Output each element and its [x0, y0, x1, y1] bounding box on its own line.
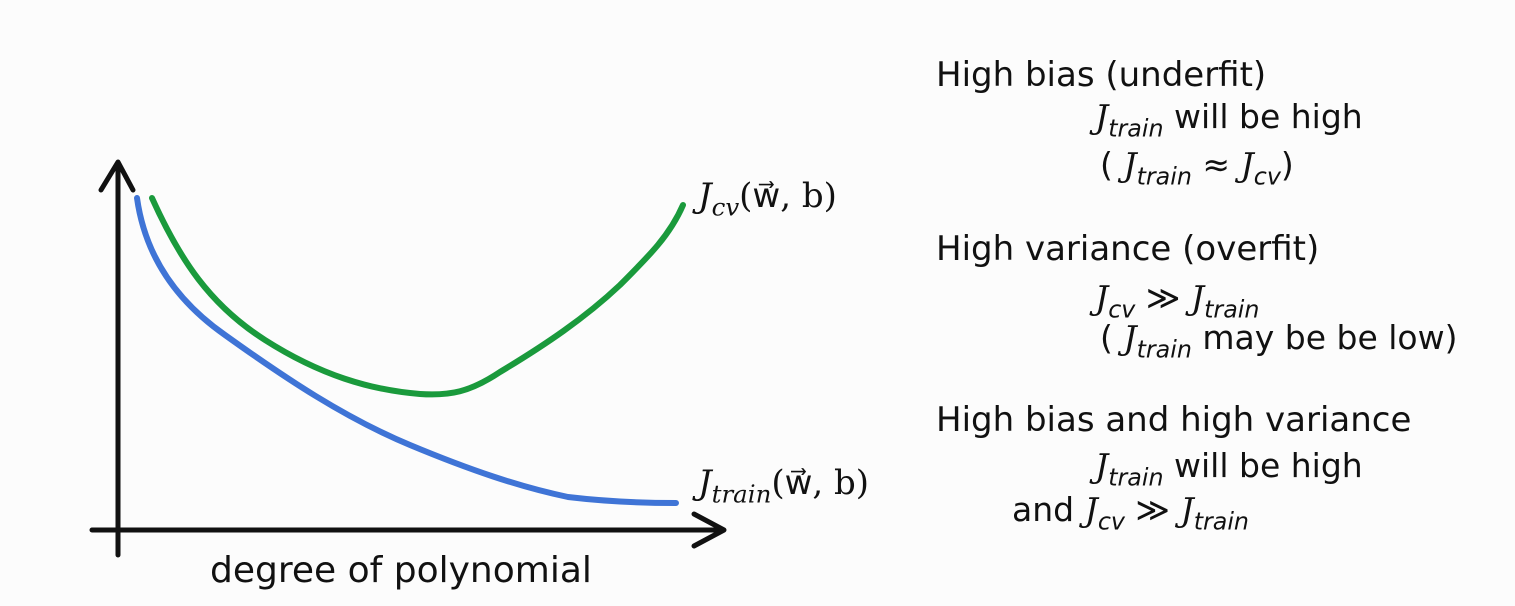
high-bias-variance-heading: High bias and high variance: [936, 400, 1412, 440]
jcv-symbol: J: [1240, 145, 1254, 184]
train-error-curve: [134, 195, 679, 506]
much-greater-operator: ≫: [1135, 278, 1191, 317]
high-bias-variance-line1-text: will be high: [1163, 446, 1363, 485]
high-bias-line2: ( Jtrain ≈ Jcv): [1100, 145, 1294, 190]
approx-operator: ≈: [1191, 145, 1241, 184]
high-bias-line1: Jtrain will be high: [1095, 97, 1363, 142]
jtrain-sub: train: [1108, 463, 1164, 492]
jcv-sub: cv: [1108, 295, 1136, 324]
cv-args: (w⃗, b): [739, 176, 837, 216]
paren-open: (: [1100, 318, 1124, 357]
cv-curve-label: Jcv(w⃗, b): [698, 176, 837, 222]
jtrain-symbol: J: [1180, 490, 1194, 529]
high-variance-line1: Jcv ≫ Jtrain: [1095, 278, 1259, 323]
jcv-sub: cv: [1253, 162, 1281, 191]
jcv-symbol: J: [1095, 278, 1109, 317]
cv-error-curve: [149, 195, 686, 398]
x-axis-arrowhead: [691, 511, 727, 549]
cv-symbol: J: [698, 176, 712, 216]
jtrain-sub: train: [1136, 335, 1192, 364]
high-bias-heading: High bias (underfit): [936, 55, 1267, 95]
high-variance-line2: ( Jtrain may be be low): [1100, 318, 1458, 363]
high-variance-line2-text: may be be low): [1191, 318, 1458, 357]
jtrain-symbol: J: [1123, 318, 1137, 357]
train-curve-label: Jtrain(w⃗, b): [698, 463, 869, 509]
jtrain-sub: train: [1136, 162, 1192, 191]
paren-open: (: [1100, 145, 1124, 184]
x-axis-label: degree of polynomial: [210, 550, 592, 591]
train-args: (w⃗, b): [771, 463, 870, 503]
jtrain-sub: train: [1204, 295, 1260, 324]
high-bias-variance-line1: Jtrain will be high: [1095, 446, 1363, 491]
much-greater-operator: ≫: [1124, 490, 1181, 529]
cv-subscript: cv: [711, 192, 740, 222]
jcv-sub: cv: [1097, 507, 1125, 536]
jtrain-symbol: J: [1095, 97, 1109, 136]
jtrain-sub: train: [1108, 114, 1164, 143]
y-axis-arrowhead: [98, 159, 136, 193]
high-bias-line1-text: will be high: [1163, 97, 1363, 136]
paren-close: ): [1280, 145, 1294, 184]
train-subscript: train: [711, 479, 772, 509]
and-text: and: [1012, 490, 1085, 529]
jtrain-symbol: J: [1190, 278, 1205, 317]
jtrain-symbol: J: [1123, 145, 1137, 184]
jtrain-symbol: J: [1095, 446, 1109, 485]
train-symbol: J: [698, 463, 712, 503]
high-bias-variance-line2: and Jcv ≫ Jtrain: [1012, 490, 1249, 535]
jcv-symbol: J: [1084, 490, 1098, 529]
jtrain-sub: train: [1193, 507, 1249, 536]
high-variance-heading: High variance (overfit): [936, 229, 1320, 269]
